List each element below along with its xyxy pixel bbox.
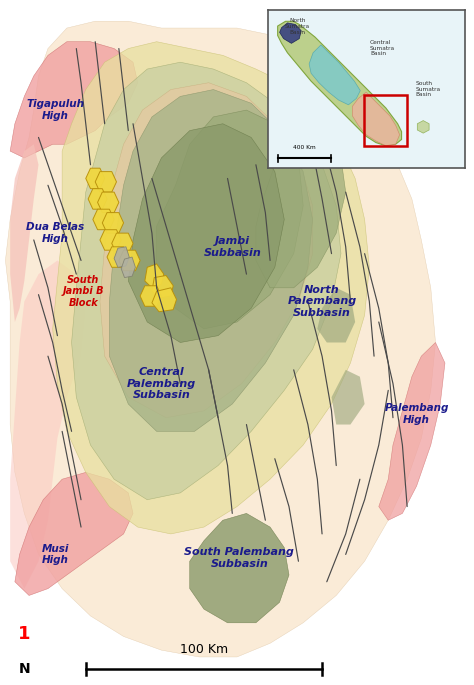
Text: Central
Palembang
Subbasin: Central Palembang Subbasin — [127, 367, 196, 400]
Text: North
Sumatra
Basin: North Sumatra Basin — [285, 18, 310, 35]
Text: N: N — [18, 662, 30, 676]
Polygon shape — [152, 288, 176, 312]
Polygon shape — [128, 124, 284, 342]
Text: 1: 1 — [18, 625, 31, 643]
Polygon shape — [72, 62, 341, 500]
Polygon shape — [95, 172, 117, 192]
Polygon shape — [86, 169, 105, 188]
Text: Musi
High: Musi High — [41, 544, 69, 565]
Polygon shape — [379, 342, 445, 520]
Polygon shape — [15, 473, 133, 595]
Polygon shape — [256, 138, 346, 288]
Polygon shape — [5, 21, 436, 657]
Polygon shape — [417, 121, 429, 133]
Text: Jambi
Subbasin: Jambi Subbasin — [203, 236, 261, 258]
Text: Central
Sumatra
Basin: Central Sumatra Basin — [370, 40, 395, 56]
Text: Palembang
High: Palembang High — [384, 403, 449, 425]
Polygon shape — [280, 23, 301, 43]
Polygon shape — [114, 247, 129, 267]
Bar — [364, 95, 408, 146]
Polygon shape — [278, 21, 401, 146]
Text: Tigapuluh
High: Tigapuluh High — [26, 99, 84, 121]
Polygon shape — [10, 42, 138, 158]
Polygon shape — [102, 212, 124, 233]
Text: South
Sumatra
Basin: South Sumatra Basin — [415, 81, 440, 97]
Text: South Palembang
Subbasin: South Palembang Subbasin — [184, 547, 294, 569]
Polygon shape — [53, 42, 369, 534]
Polygon shape — [10, 260, 86, 588]
Polygon shape — [100, 229, 121, 250]
Polygon shape — [352, 92, 400, 146]
Text: South
Jambi B
Block: South Jambi B Block — [63, 275, 104, 308]
Text: North
Palembang
Subbasin: North Palembang Subbasin — [287, 285, 357, 318]
Polygon shape — [140, 286, 161, 306]
Polygon shape — [309, 45, 360, 105]
Polygon shape — [121, 257, 136, 277]
Text: Dua Belas
High: Dua Belas High — [26, 223, 84, 244]
Polygon shape — [152, 275, 173, 298]
Polygon shape — [107, 247, 128, 267]
Polygon shape — [145, 264, 164, 288]
Polygon shape — [10, 145, 38, 322]
Polygon shape — [112, 233, 133, 253]
Polygon shape — [156, 110, 303, 329]
Polygon shape — [190, 513, 289, 623]
Polygon shape — [119, 250, 140, 271]
Polygon shape — [88, 188, 107, 209]
Text: 100 Km: 100 Km — [180, 643, 228, 656]
Polygon shape — [318, 288, 355, 342]
Polygon shape — [109, 90, 313, 432]
Polygon shape — [98, 192, 119, 212]
Polygon shape — [100, 83, 313, 418]
Text: 400 Km: 400 Km — [293, 145, 316, 151]
Polygon shape — [294, 69, 369, 151]
Polygon shape — [93, 209, 114, 229]
Polygon shape — [331, 370, 365, 425]
